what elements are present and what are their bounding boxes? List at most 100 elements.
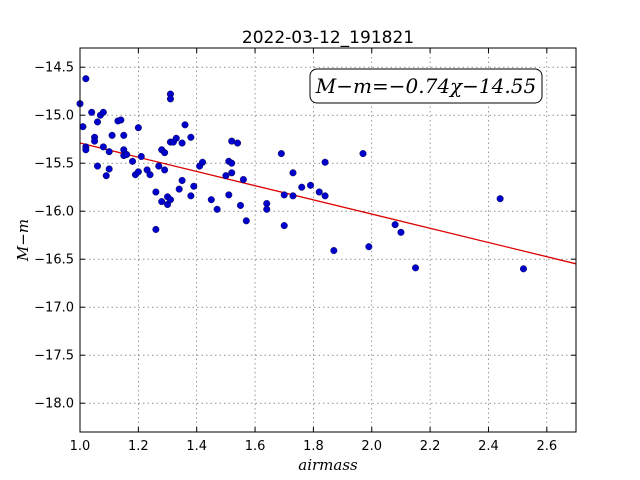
data-point [289, 169, 297, 177]
data-point [152, 225, 160, 233]
data-point [99, 108, 107, 116]
data-point [391, 221, 399, 229]
y-axis-label: M−m [14, 219, 32, 262]
data-point [280, 222, 288, 230]
data-point [105, 165, 113, 173]
data-point [321, 192, 329, 200]
chart-title: 2022-03-12_191821 [242, 28, 414, 48]
data-point [82, 75, 90, 83]
y-tick-label: −15.0 [34, 109, 74, 124]
plot-frame [79, 47, 577, 433]
data-point [280, 191, 288, 199]
x-tick-label: 1.8 [303, 439, 324, 454]
annotation-text: M−m=−0.74χ−14.55 [315, 74, 536, 98]
data-point [263, 205, 271, 213]
data-point [519, 265, 527, 273]
data-point [123, 151, 131, 159]
data-point [199, 158, 207, 166]
fit-line-layer [79, 142, 577, 265]
data-point [172, 134, 180, 142]
data-point [321, 158, 329, 166]
data-point [412, 264, 420, 272]
data-point [228, 169, 236, 177]
y-tick-label: −17.5 [34, 349, 74, 364]
data-point [239, 176, 247, 184]
data-point [88, 108, 96, 116]
x-tick-label: 2.4 [478, 439, 499, 454]
fit-line [79, 142, 577, 265]
data-point [359, 150, 367, 158]
y-tick-label: −15.5 [34, 157, 74, 172]
data-point [158, 198, 166, 206]
y-tick-label: −14.5 [34, 61, 74, 76]
tick-labels: 1.0 1.2 1.4 1.6 1.8 2.0 2.2 2.4 2.6 −14.5 −15.0 −15… [34, 61, 557, 454]
data-point [496, 195, 504, 203]
y-tick-label: −18.0 [34, 397, 74, 412]
x-tick-label: 1.0 [70, 439, 91, 454]
data-point [397, 228, 405, 236]
data-point [190, 182, 198, 190]
data-point [134, 124, 142, 132]
data-point [207, 196, 215, 204]
data-point [102, 172, 110, 180]
data-point [315, 188, 323, 196]
data-point [99, 143, 107, 151]
data-point [289, 192, 297, 200]
y-tick-label: −16.5 [34, 253, 74, 268]
data-point [120, 131, 128, 139]
data-point [222, 172, 230, 180]
axis-ticks [79, 48, 576, 432]
data-point [166, 196, 174, 204]
data-point [161, 166, 169, 174]
fit-annotation: M−m=−0.74χ−14.55 [309, 68, 543, 104]
grid [79, 48, 576, 432]
data-point [82, 146, 90, 154]
data-point [298, 183, 306, 191]
annotation-box [309, 68, 543, 104]
x-tick-label: 2.0 [361, 439, 382, 454]
data-points [76, 75, 527, 273]
data-point [236, 201, 244, 209]
data-point [161, 149, 169, 157]
data-point [129, 157, 137, 165]
data-point [228, 137, 236, 145]
data-point [178, 176, 186, 184]
data-point [330, 247, 338, 255]
data-point [134, 168, 142, 176]
data-point [178, 139, 186, 147]
x-tick-label: 2.2 [420, 439, 441, 454]
plot-area [80, 48, 576, 432]
data-point [105, 148, 113, 156]
data-point [155, 162, 163, 170]
data-point [146, 171, 154, 179]
data-point [234, 139, 242, 147]
data-point [91, 137, 99, 145]
data-point [166, 95, 174, 103]
data-point [108, 131, 116, 139]
x-tick-label: 1.4 [186, 439, 207, 454]
data-point [94, 118, 102, 126]
y-tick-label: −16.0 [34, 205, 74, 220]
data-point [79, 123, 87, 131]
data-point [175, 185, 183, 193]
x-axis-label: airmass [298, 456, 358, 474]
data-point [187, 133, 195, 141]
x-tick-label: 1.6 [245, 439, 266, 454]
data-point [277, 150, 285, 158]
x-tick-label: 1.2 [128, 439, 149, 454]
data-point [187, 192, 195, 200]
data-point [228, 159, 236, 167]
y-tick-label: −17.0 [34, 301, 74, 316]
data-point [306, 181, 314, 189]
data-point [225, 191, 233, 199]
data-point [137, 152, 145, 160]
data-point [94, 162, 102, 170]
x-tick-label: 2.6 [536, 439, 557, 454]
data-point [213, 205, 221, 213]
data-point [152, 188, 160, 196]
data-point [117, 116, 125, 124]
data-point [365, 243, 373, 251]
data-point [181, 121, 189, 129]
data-point [242, 217, 250, 225]
